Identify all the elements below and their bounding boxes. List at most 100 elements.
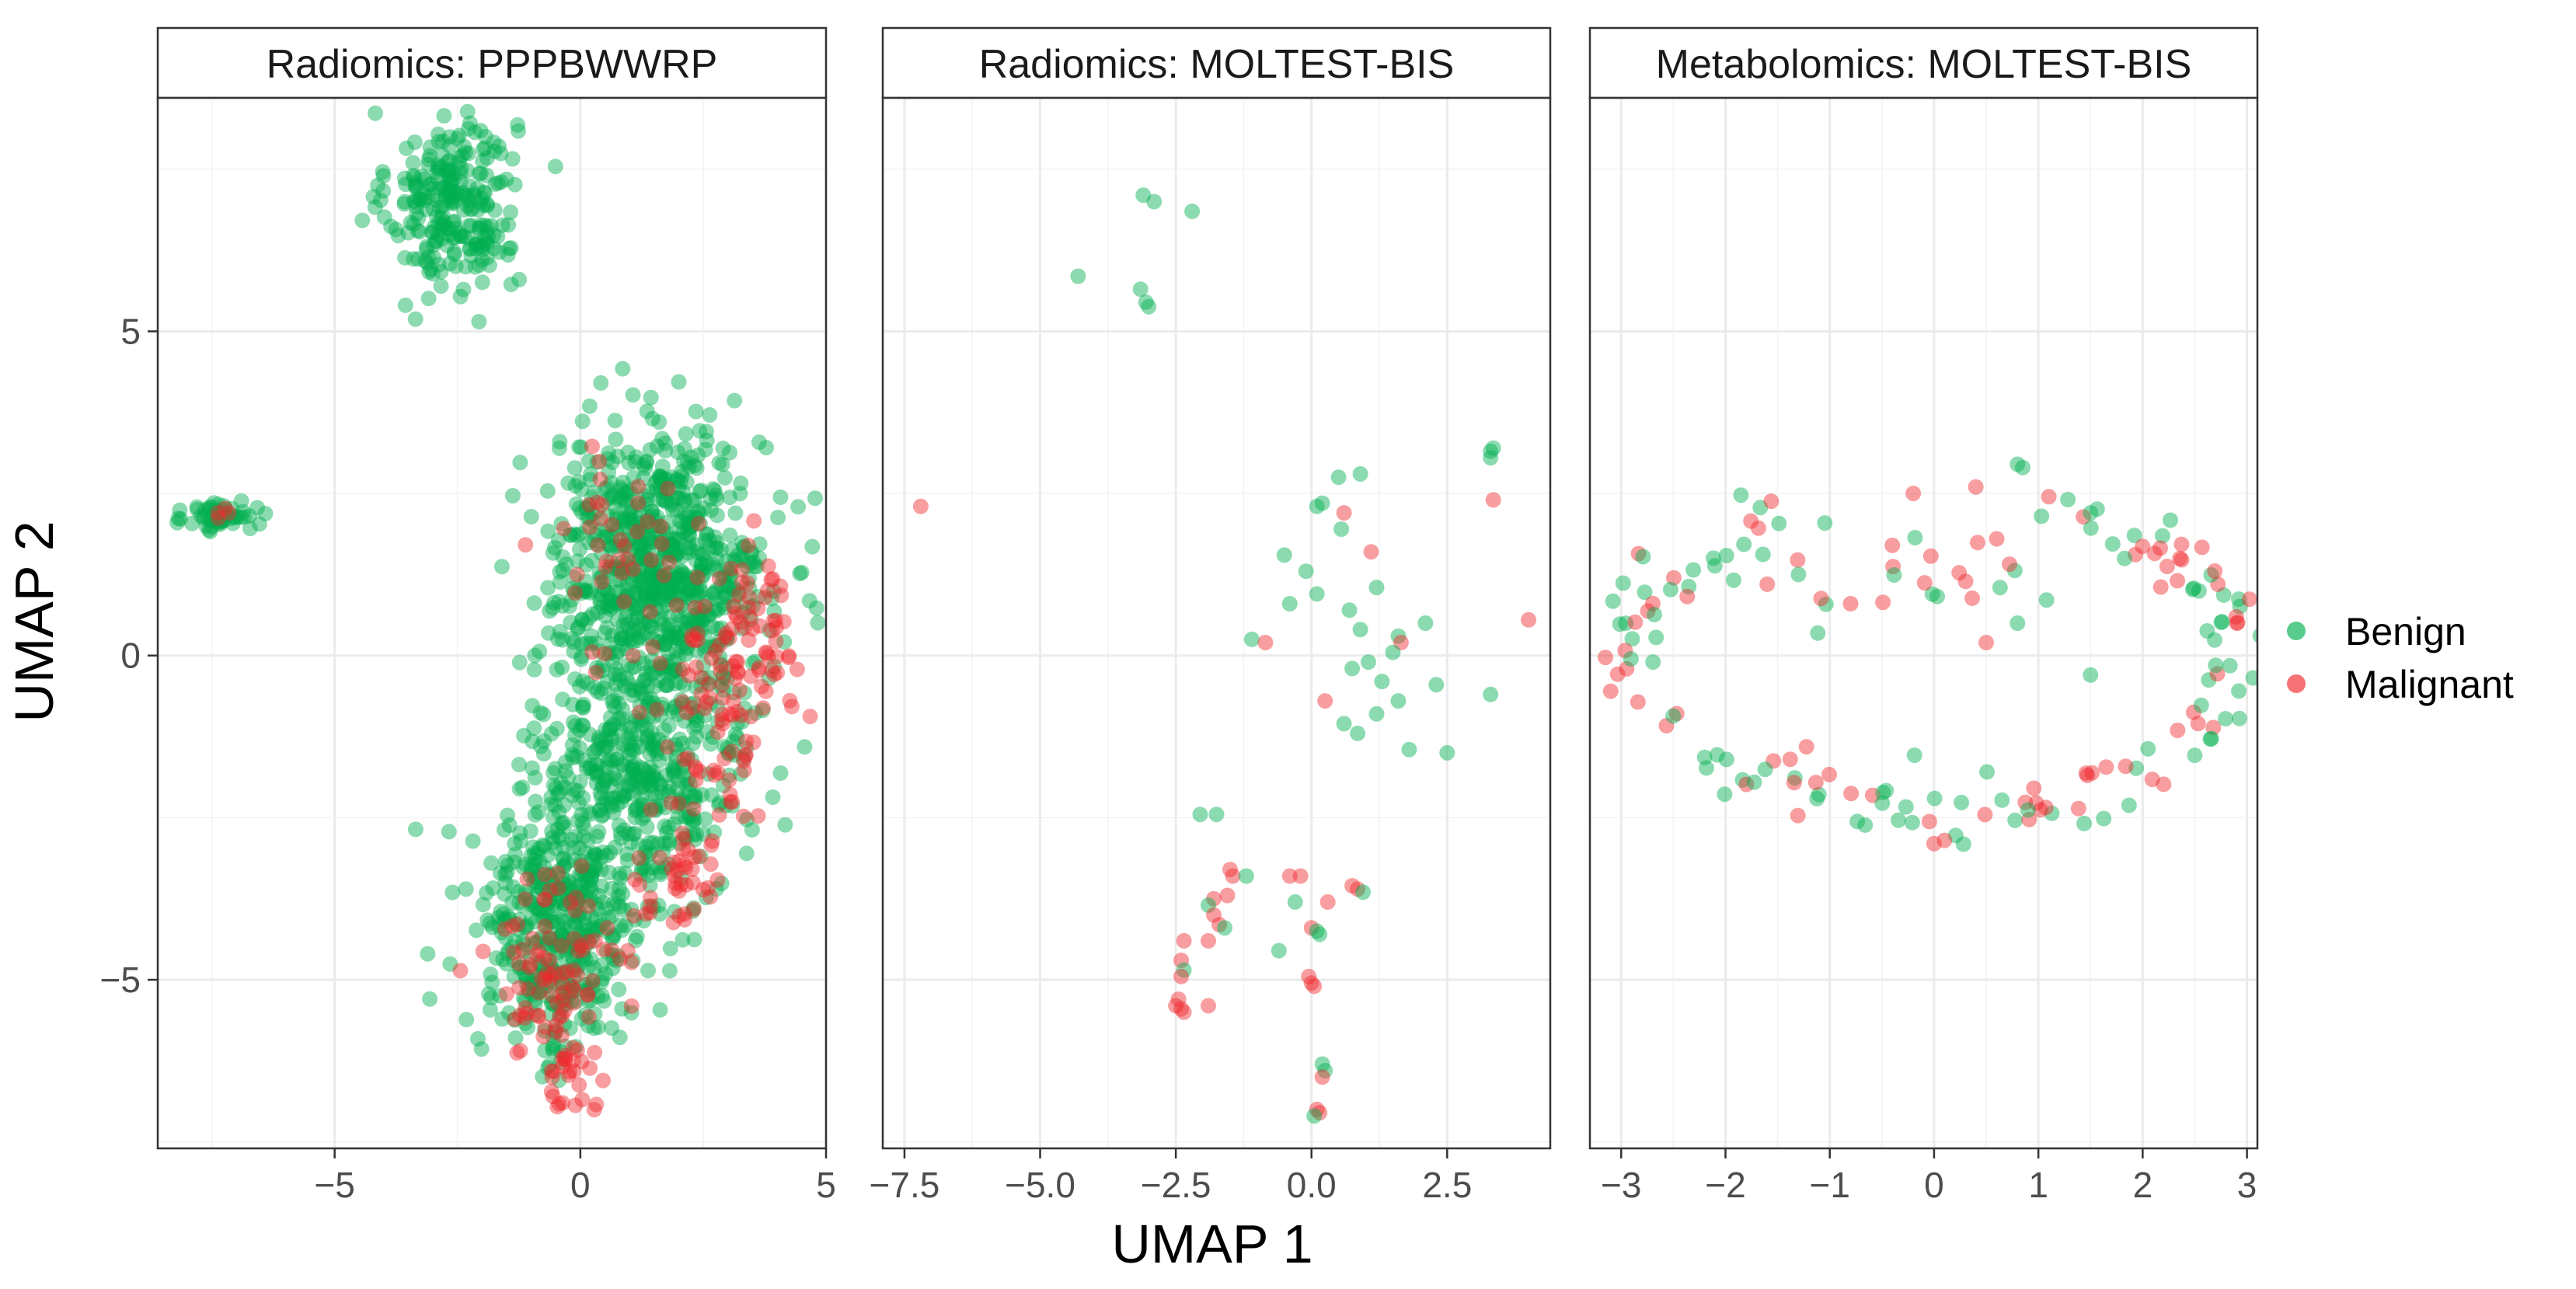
data-point-benign: [688, 827, 704, 843]
data-point-benign: [588, 775, 605, 791]
data-point-benign: [434, 218, 451, 234]
facet-panel-2: Radiomics: MOLTEST-BIS−7.5 −5.0 −2.5 0.0 2.5: [870, 26, 1552, 1205]
data-point-malignant: [758, 645, 775, 661]
data-point-benign: [410, 210, 427, 226]
data-point-benign: [651, 658, 668, 674]
data-point-benign: [664, 496, 680, 513]
data-point-benign: [671, 521, 688, 537]
data-point-benign: [659, 588, 675, 604]
data-point-benign: [1886, 567, 1902, 583]
data-point-benign: [1330, 469, 1347, 486]
data-point-benign: [473, 238, 490, 254]
data-point-benign: [625, 826, 641, 842]
data-point-benign: [493, 559, 510, 575]
data-point-benign: [631, 713, 647, 730]
data-point-benign: [565, 979, 581, 995]
data-point-benign: [574, 698, 591, 715]
data-point-benign: [679, 455, 695, 471]
data-point-benign: [618, 566, 634, 582]
data-point-benign: [639, 603, 655, 619]
data-point-malignant: [592, 510, 608, 527]
data-point-benign: [527, 647, 543, 664]
data-point-benign: [709, 540, 725, 556]
data-point-benign: [573, 648, 590, 664]
data-point-benign: [648, 564, 664, 580]
data-point-benign: [516, 727, 532, 744]
data-point-benign: [459, 103, 476, 120]
data-point-benign: [677, 441, 692, 457]
data-point-benign: [444, 175, 460, 191]
data-point-malignant: [1627, 614, 1644, 630]
data-point-benign: [585, 506, 601, 522]
data-point-benign: [690, 617, 706, 633]
data-point-benign: [632, 538, 648, 554]
data-point-benign: [242, 521, 258, 537]
data-point-benign: [670, 444, 686, 461]
data-point-malignant: [631, 850, 647, 866]
data-point-malignant: [1598, 650, 1613, 666]
data-point-benign: [614, 489, 630, 506]
data-point-benign: [1755, 546, 1771, 563]
x-tick-label: −5.0: [1005, 1165, 1075, 1205]
data-point-benign: [451, 149, 467, 165]
data-point-benign: [533, 738, 549, 754]
data-point-benign: [723, 566, 740, 583]
data-point-benign: [631, 551, 647, 567]
data-point-benign: [458, 259, 474, 275]
data-point-benign: [709, 881, 724, 897]
data-point-benign: [216, 513, 232, 528]
data-point-benign: [588, 756, 605, 772]
data-point-malignant: [782, 692, 798, 709]
data-point-malignant: [659, 739, 675, 755]
data-point-malignant: [1306, 978, 1323, 995]
data-point-malignant: [2207, 563, 2223, 579]
data-point-benign: [407, 821, 424, 838]
data-point-benign: [208, 514, 225, 530]
data-point-benign: [628, 449, 644, 465]
data-point-benign: [611, 595, 627, 611]
data-point-benign: [671, 772, 687, 788]
data-point-benign: [510, 117, 526, 133]
data-point-benign: [634, 525, 650, 542]
data-point-benign: [1857, 817, 1874, 833]
data-point-benign: [540, 580, 556, 596]
data-point-benign: [675, 577, 692, 593]
data-point-benign: [657, 835, 672, 852]
data-point-benign: [483, 966, 499, 982]
data-point-benign: [702, 670, 719, 686]
data-point-benign: [720, 744, 737, 761]
data-point-benign: [657, 443, 674, 458]
data-point-benign: [1790, 566, 1807, 583]
data-point-malignant: [1176, 932, 1192, 949]
data-point-benign: [644, 619, 660, 636]
data-point-benign: [573, 806, 590, 823]
data-point-benign: [609, 796, 626, 813]
data-point-benign: [686, 695, 702, 711]
data-point-benign: [611, 667, 627, 683]
data-point-benign: [578, 557, 594, 573]
data-point-benign: [587, 857, 603, 873]
data-point-benign: [689, 510, 706, 527]
data-point-benign: [686, 608, 702, 624]
data-point-benign: [410, 251, 427, 267]
data-point-benign: [527, 855, 543, 872]
data-point-benign: [547, 540, 563, 556]
data-point-benign: [587, 845, 603, 862]
data-point-malignant: [1257, 635, 1274, 650]
data-point-benign: [680, 515, 696, 531]
data-point-benign: [700, 766, 716, 782]
data-point-benign: [388, 221, 404, 238]
data-point-benign: [569, 528, 585, 544]
x-tick-label: 3: [2237, 1165, 2257, 1205]
data-point-benign: [678, 830, 694, 846]
data-point-benign: [746, 554, 762, 570]
data-point-benign: [716, 777, 732, 793]
data-point-malignant: [2118, 758, 2134, 775]
data-point-benign: [716, 569, 733, 584]
data-point-benign: [642, 745, 658, 761]
data-point-benign: [671, 579, 688, 595]
data-point-benign: [664, 578, 680, 594]
data-point-benign: [638, 690, 654, 706]
data-point-benign: [593, 587, 608, 603]
data-point-benign: [622, 834, 639, 851]
